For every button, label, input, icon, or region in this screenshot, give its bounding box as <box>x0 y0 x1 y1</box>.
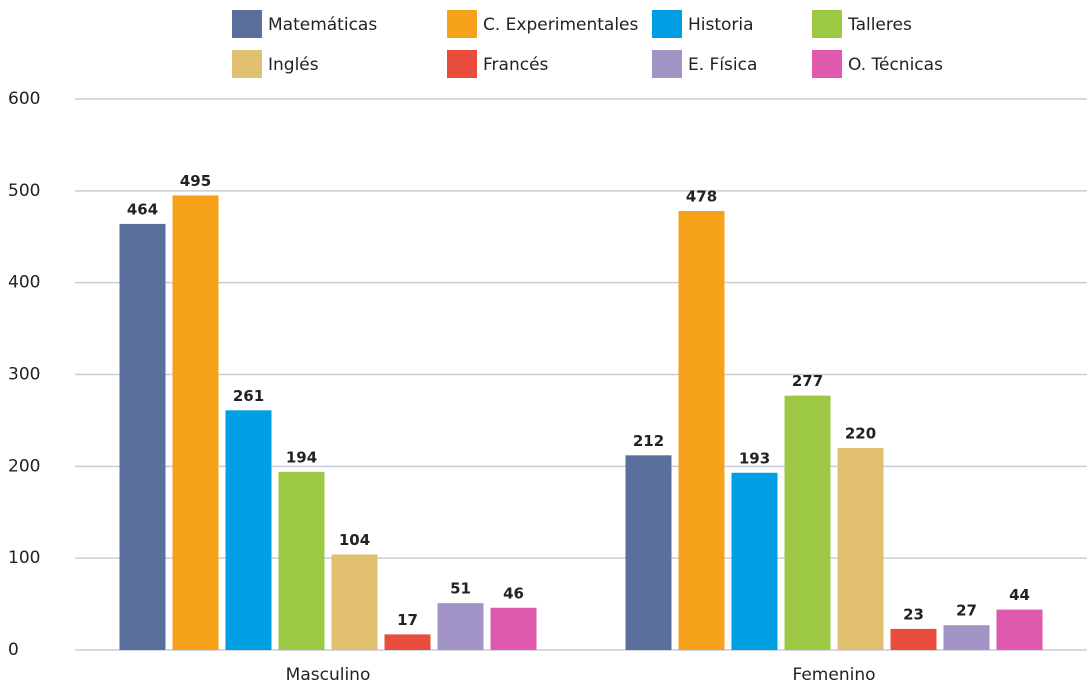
bar <box>837 447 884 650</box>
bar <box>490 607 537 650</box>
legend-swatch <box>652 50 682 78</box>
bar <box>943 625 990 650</box>
legend-swatch <box>232 10 262 38</box>
legend-swatch <box>812 50 842 78</box>
legend-label: E. Física <box>688 55 757 75</box>
x-tick-label: Masculino <box>286 665 371 685</box>
value-label: 193 <box>739 449 770 467</box>
bar <box>678 211 725 650</box>
legend-swatch <box>447 50 477 78</box>
legend-swatch <box>447 10 477 38</box>
value-label: 51 <box>450 580 471 598</box>
bar <box>784 395 831 650</box>
y-tick-label: 200 <box>8 456 40 476</box>
bar <box>996 609 1043 650</box>
bar <box>119 223 166 651</box>
y-tick-label: 400 <box>8 273 40 293</box>
bar <box>384 634 431 650</box>
legend-label: Talleres <box>847 15 912 35</box>
bar <box>625 455 672 650</box>
legend-label: Inglés <box>268 55 319 75</box>
bar <box>890 628 937 650</box>
bar <box>172 195 219 651</box>
value-label: 464 <box>127 200 158 218</box>
y-tick-label: 600 <box>8 89 40 109</box>
value-label: 27 <box>956 602 977 620</box>
legend-swatch <box>652 10 682 38</box>
bar <box>278 471 325 650</box>
value-label: 478 <box>686 188 717 206</box>
x-tick-label: Femenino <box>793 665 876 685</box>
value-label: 194 <box>286 448 317 466</box>
bar <box>225 410 272 650</box>
legend-label: C. Experimentales <box>483 15 639 35</box>
y-tick-label: 500 <box>8 181 40 201</box>
value-label: 44 <box>1009 586 1030 604</box>
value-label: 17 <box>397 611 418 629</box>
y-tick-label: 100 <box>8 548 40 568</box>
legend-swatch <box>232 50 262 78</box>
value-label: 277 <box>792 372 823 390</box>
legend-label: O. Técnicas <box>848 55 943 75</box>
value-label: 212 <box>633 432 664 450</box>
value-label: 261 <box>233 387 264 405</box>
legend-label: Matemáticas <box>268 15 377 35</box>
legend-label: Francés <box>483 55 549 75</box>
bar <box>731 472 778 650</box>
value-label: 495 <box>180 172 211 190</box>
bar <box>331 554 378 650</box>
value-label: 220 <box>845 424 876 442</box>
value-label: 46 <box>503 584 524 602</box>
value-label: 104 <box>339 531 370 549</box>
bar <box>437 603 484 650</box>
y-tick-label: 300 <box>8 365 40 385</box>
legend-swatch <box>812 10 842 38</box>
value-label: 23 <box>903 605 924 623</box>
y-tick-label: 0 <box>8 640 19 660</box>
legend-label: Historia <box>688 15 754 35</box>
